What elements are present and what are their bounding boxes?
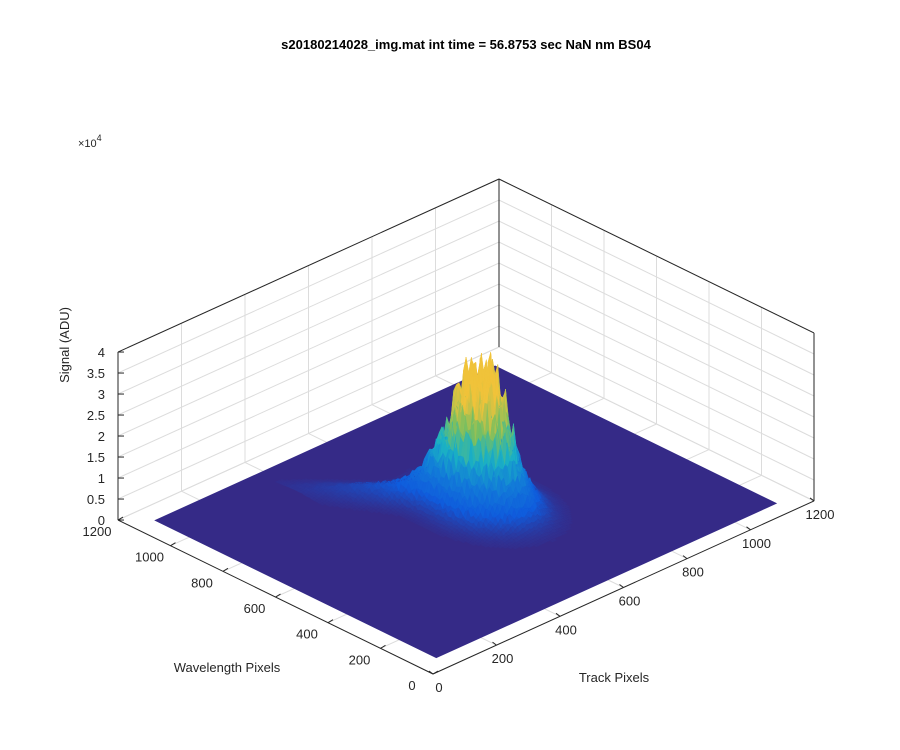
z-multiplier: ×104 [78,133,102,150]
z-multiplier-exponent: 4 [97,133,102,143]
y-tick-mark-6 [117,516,124,521]
surface-cell [562,531,568,535]
x-tick-mark-5 [746,526,751,531]
surface-cell [567,518,573,522]
y-tick-mark-0 [432,670,439,675]
surface-cell [558,498,565,501]
box-edge-top-right [498,178,815,334]
z-tick-label-0: 0 [98,513,105,528]
z-tick-label-2: 1 [98,471,105,486]
x-tick-label-4: 800 [682,565,704,580]
surface-cell [555,494,562,498]
y-tick-mark-4 [222,567,229,572]
surface-plot [154,352,778,659]
surface-cell [565,524,572,528]
surface-cell [547,488,554,491]
x-axis-label: Track Pixels [579,670,650,685]
z-tick-label-7: 3.5 [87,366,105,381]
x-tick-mark-1 [492,641,497,646]
z-multiplier-base: ×10 [78,138,97,150]
y-tick-label-2: 400 [296,627,318,642]
x-tick-label-5: 1000 [742,536,771,551]
chart-title: s20180214028_img.mat int time = 56.8753 … [281,37,651,52]
y-tick-mark-1 [380,644,386,649]
y-tick-mark-2 [327,619,334,624]
y-tick-label-3: 600 [244,601,266,616]
surface-cell [566,516,573,520]
x-tick-label-2: 400 [555,622,577,637]
y-tick-mark-3 [275,593,281,598]
z-tick-label-5: 2.5 [87,408,105,423]
y-tick-label-4: 800 [191,575,213,590]
x-tick-mark-6 [809,497,815,502]
x-tick-mark-0 [428,670,434,675]
x-tick-mark-3 [619,584,624,588]
x-tick-mark-4 [682,555,688,560]
x-tick-mark-2 [555,612,561,617]
surface-cell [566,514,573,517]
y-tick-label-1: 200 [349,652,371,667]
x-tick-label-3: 600 [619,594,641,609]
y-tick-label-0: 0 [408,678,415,693]
surface-cell [565,511,572,515]
x-tick-label-0: 0 [435,680,442,695]
surface-cell [567,521,574,525]
surface-cell [565,509,572,513]
axis-ticks: 00.511.522.533.5402004006008001000120002… [83,345,835,695]
x-tick-label-1: 200 [492,651,514,666]
surface-cell [551,538,558,542]
surface-cell [566,526,572,530]
x-tick-label-6: 1200 [806,507,835,522]
z-tick-label-3: 1.5 [87,450,105,465]
y-axis-label: Wavelength Pixels [174,660,281,675]
y-tick-mark-5 [170,542,176,547]
z-tick-label-4: 2 [98,429,105,444]
y-tick-label-5: 1000 [135,550,164,565]
z-tick-label-6: 3 [98,387,105,402]
surface-cell [565,507,571,511]
z-axis-label: Signal (ADU) [57,307,72,383]
z-tick-label-8: 4 [98,345,105,360]
y-tick-label-6: 1200 [83,524,112,539]
surface-cell [564,505,571,508]
box-edge-top-back [117,178,500,353]
surface-cell [561,501,568,505]
z-tick-label-1: 0.5 [87,492,105,507]
